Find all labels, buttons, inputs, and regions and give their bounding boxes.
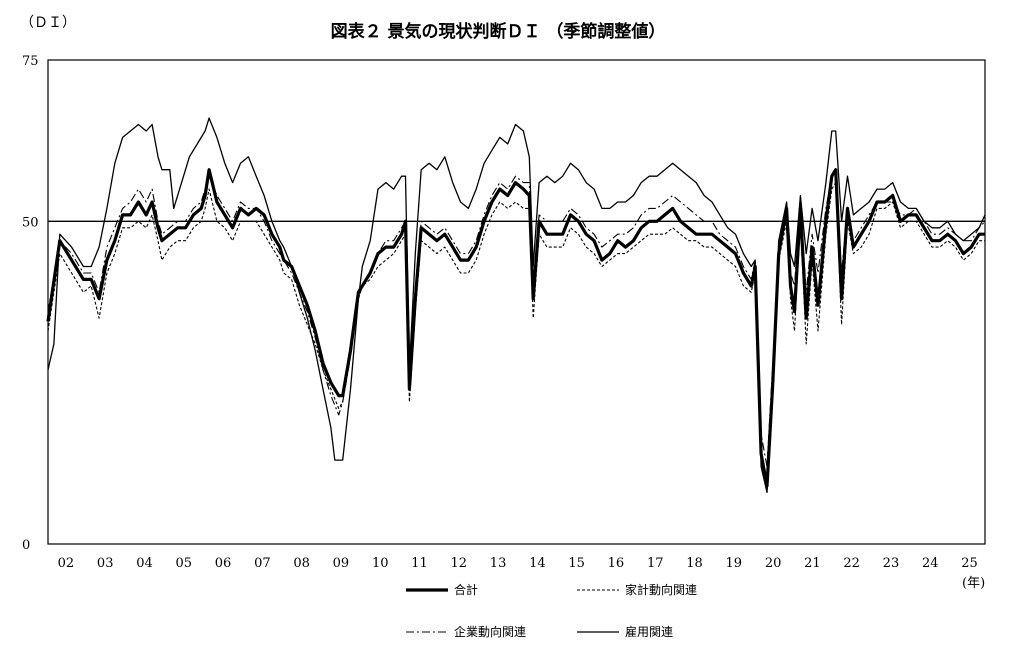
x-tick-label: 14 xyxy=(529,556,546,571)
x-tick-label: 10 xyxy=(372,556,389,571)
series-line-3 xyxy=(47,117,986,494)
plot-frame xyxy=(47,59,986,545)
x-tick-label: 04 xyxy=(136,556,153,571)
y-tick-label: 50 xyxy=(22,215,39,230)
x-tick-label: 07 xyxy=(254,556,271,571)
series-layer xyxy=(46,117,986,494)
x-tick-label: 25 xyxy=(961,556,978,571)
y-tick-label: 0 xyxy=(22,538,30,553)
x-tick-label: 09 xyxy=(333,556,350,571)
x-axis-unit: (年) xyxy=(962,576,985,591)
x-tick-label: 12 xyxy=(451,556,468,571)
x-tick-label: 16 xyxy=(608,556,625,571)
x-tick-label: 19 xyxy=(726,556,743,571)
x-tick-label: 18 xyxy=(686,556,703,571)
x-tick-label: 22 xyxy=(843,556,860,571)
x-tick-label: 13 xyxy=(490,556,507,571)
x-tick-label: 20 xyxy=(765,556,782,571)
x-tick-label: 06 xyxy=(215,556,232,571)
x-tick-label: 15 xyxy=(568,556,585,571)
x-tick-label: 03 xyxy=(97,556,114,571)
x-tick-label: 24 xyxy=(922,556,939,571)
y-axis-label: （ＤＩ） xyxy=(20,15,76,31)
x-tick-label: 08 xyxy=(293,556,310,571)
series-line-0 xyxy=(46,168,985,488)
chart-title: 図表２ 景気の現状判断ＤＩ （季節調整値） xyxy=(331,21,666,42)
series-line-2 xyxy=(47,169,986,468)
x-tick-label: 21 xyxy=(804,556,821,571)
legend-label-2: 企業動向関連 xyxy=(454,624,526,639)
y-tick-label: 75 xyxy=(22,54,39,69)
x-tick-label: 02 xyxy=(58,556,75,571)
series-line-1 xyxy=(47,182,985,493)
legend-label-1: 家計動向関連 xyxy=(625,582,697,597)
legend-label-3: 雇用関連 xyxy=(625,624,673,639)
y-ticks: 0 50 75 xyxy=(22,54,39,553)
x-tick-label: 11 xyxy=(411,556,428,571)
x-ticks: 02 03 04 05 06 07 08 09 10 11 12 13 14 15 16 17 18 19 20 21… xyxy=(58,556,978,571)
x-tick-label: 23 xyxy=(883,556,900,571)
x-tick-label: 05 xyxy=(176,556,193,571)
legend-label-0: 合計 xyxy=(454,582,478,597)
x-tick-label: 17 xyxy=(647,556,664,571)
